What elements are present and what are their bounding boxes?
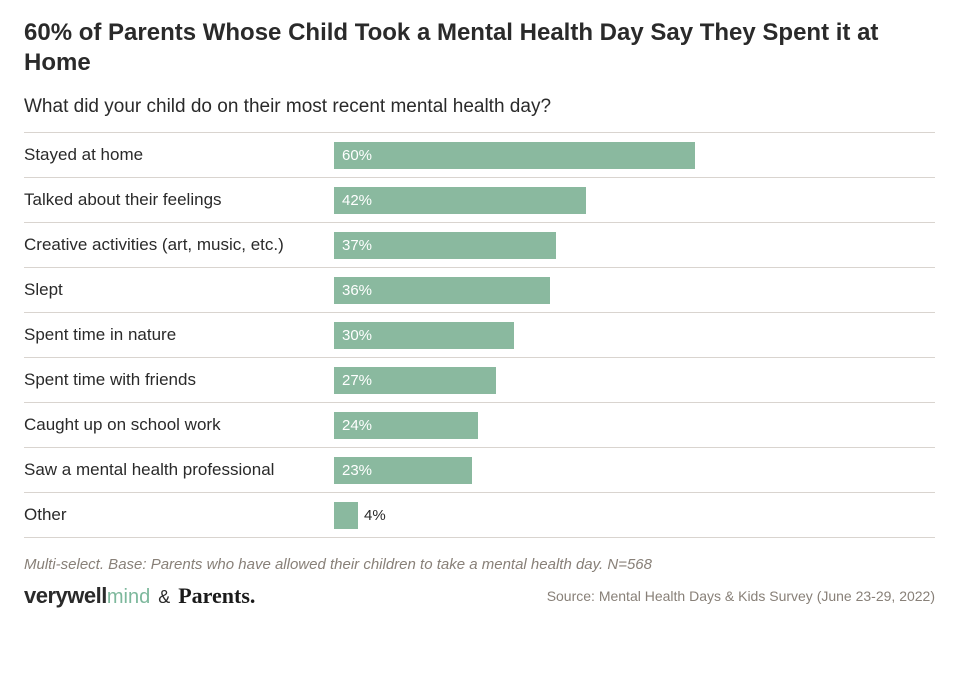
bar-area: 27% bbox=[334, 367, 935, 394]
chart-footnote: Multi-select. Base: Parents who have all… bbox=[24, 556, 935, 573]
bar-label: Caught up on school work bbox=[24, 415, 334, 435]
parents-logo: Parents. bbox=[178, 583, 255, 609]
bar-area: 37% bbox=[334, 232, 935, 259]
bar: 30% bbox=[334, 322, 514, 349]
bar-area: 60% bbox=[334, 142, 935, 169]
bar bbox=[334, 502, 358, 529]
bar-area: 30% bbox=[334, 322, 935, 349]
bar-row: Stayed at home60% bbox=[24, 133, 935, 178]
bar-label: Talked about their feelings bbox=[24, 190, 334, 210]
bar: 23% bbox=[334, 457, 472, 484]
bar-label: Spent time with friends bbox=[24, 370, 334, 390]
bar-area: 36% bbox=[334, 277, 935, 304]
bar-label: Creative activities (art, music, etc.) bbox=[24, 235, 334, 255]
bar-label: Other bbox=[24, 505, 334, 525]
source-text: Source: Mental Health Days & Kids Survey… bbox=[547, 588, 935, 604]
bar-area: 4% bbox=[334, 502, 935, 529]
bar: 37% bbox=[334, 232, 556, 259]
bar-row: Saw a mental health professional23% bbox=[24, 448, 935, 493]
bar-label: Saw a mental health professional bbox=[24, 460, 334, 480]
chart-subtitle: What did your child do on their most rec… bbox=[24, 96, 935, 118]
bar-row: Caught up on school work24% bbox=[24, 403, 935, 448]
bar-row: Other 4% bbox=[24, 493, 935, 538]
bar-chart: Stayed at home60%Talked about their feel… bbox=[24, 132, 935, 538]
bar-row: Spent time with friends27% bbox=[24, 358, 935, 403]
bar-label: Slept bbox=[24, 280, 334, 300]
brand-logos: verywellmind & Parents. bbox=[24, 583, 255, 609]
bar: 36% bbox=[334, 277, 550, 304]
bar-row: Creative activities (art, music, etc.)37… bbox=[24, 223, 935, 268]
bar-row: Slept36% bbox=[24, 268, 935, 313]
bar-row: Talked about their feelings42% bbox=[24, 178, 935, 223]
bar-area: 23% bbox=[334, 457, 935, 484]
bar-row: Spent time in nature30% bbox=[24, 313, 935, 358]
bar: 42% bbox=[334, 187, 586, 214]
bar-value-outside: 4% bbox=[358, 502, 386, 529]
bar: 27% bbox=[334, 367, 496, 394]
bar-area: 42% bbox=[334, 187, 935, 214]
bar: 60% bbox=[334, 142, 695, 169]
bar-area: 24% bbox=[334, 412, 935, 439]
bar: 24% bbox=[334, 412, 478, 439]
bar-label: Spent time in nature bbox=[24, 325, 334, 345]
footer: verywellmind & Parents. Source: Mental H… bbox=[24, 583, 935, 609]
bar-label: Stayed at home bbox=[24, 145, 334, 165]
verywell-logo: verywellmind bbox=[24, 583, 150, 609]
chart-title: 60% of Parents Whose Child Took a Mental… bbox=[24, 18, 935, 78]
ampersand: & bbox=[158, 587, 170, 608]
